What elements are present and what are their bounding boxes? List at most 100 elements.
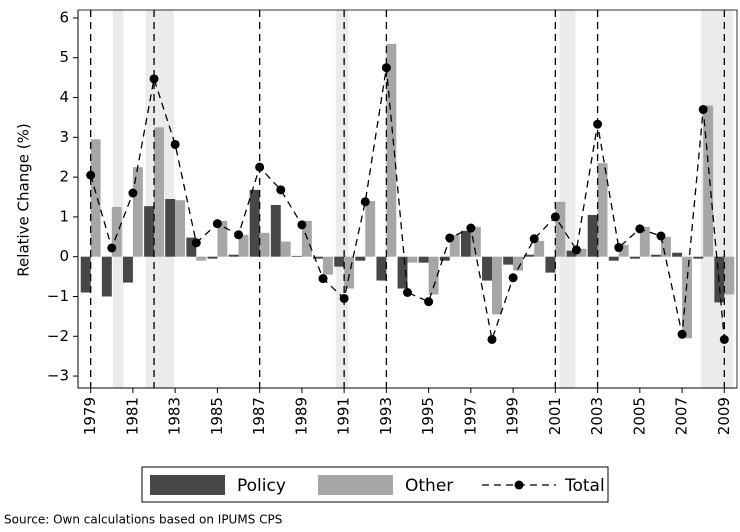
x-tick-label: 2009 xyxy=(715,397,733,435)
bar xyxy=(513,256,524,271)
bar xyxy=(503,256,514,265)
bar xyxy=(313,256,324,259)
x-tick-label: 2001 xyxy=(546,397,564,435)
point xyxy=(508,273,518,283)
bar xyxy=(672,252,683,257)
bar xyxy=(90,139,101,257)
source-note: Source: Own calculations based on IPUMS … xyxy=(4,513,282,527)
point xyxy=(149,74,159,84)
y-tick-label: 4 xyxy=(59,88,69,106)
point xyxy=(445,233,455,243)
y-tick-label: −1 xyxy=(47,287,69,305)
point xyxy=(698,104,708,114)
bar xyxy=(259,232,270,257)
bar xyxy=(228,254,239,257)
point xyxy=(212,219,222,229)
x-tick-label: 1983 xyxy=(166,397,184,435)
bar xyxy=(618,244,629,257)
shaded-region xyxy=(335,10,349,388)
legend-swatch xyxy=(514,480,524,490)
point xyxy=(170,139,180,149)
bar xyxy=(101,256,112,297)
y-tick-label: 3 xyxy=(59,128,69,146)
bar xyxy=(186,237,197,257)
legend-swatch xyxy=(318,475,393,495)
point xyxy=(191,238,201,248)
y-tick-label: −2 xyxy=(47,327,69,345)
bar xyxy=(238,234,249,257)
point xyxy=(487,334,497,344)
bar xyxy=(428,256,439,295)
bar xyxy=(597,163,608,257)
x-tick-label: 1991 xyxy=(335,397,353,435)
point xyxy=(656,231,666,241)
bar xyxy=(386,43,397,257)
shaded-region xyxy=(112,10,124,388)
bar xyxy=(449,234,460,257)
bar xyxy=(365,200,376,257)
bar xyxy=(270,204,281,257)
point xyxy=(635,224,645,234)
point xyxy=(318,274,328,284)
point xyxy=(719,334,729,344)
point xyxy=(571,245,581,255)
y-tick-label: 2 xyxy=(59,168,69,186)
bar xyxy=(534,240,545,257)
bar xyxy=(144,206,155,257)
bar xyxy=(122,256,133,283)
bar xyxy=(111,206,122,257)
bar xyxy=(682,256,693,339)
bar xyxy=(576,248,587,257)
y-tick-label: 5 xyxy=(59,48,69,66)
bar xyxy=(407,256,418,263)
legend-label: Policy xyxy=(237,476,286,496)
point xyxy=(550,212,560,222)
bar xyxy=(196,256,207,261)
bar xyxy=(587,214,598,257)
x-tick-label: 2007 xyxy=(673,397,691,435)
bar xyxy=(376,256,387,281)
bar xyxy=(439,256,450,261)
point xyxy=(403,288,412,298)
point xyxy=(234,230,244,240)
point xyxy=(107,243,117,253)
bar xyxy=(693,256,704,259)
bar xyxy=(639,226,650,257)
bar xyxy=(175,200,186,257)
shaded-region xyxy=(559,10,576,388)
x-tick-label: 2005 xyxy=(630,397,648,435)
bar xyxy=(660,236,671,257)
point xyxy=(128,188,138,198)
legend-label: Total xyxy=(564,476,605,496)
bar xyxy=(545,256,556,273)
y-axis-label: Relative Change (%) xyxy=(15,123,33,276)
bar xyxy=(724,256,735,295)
x-tick-label: 1997 xyxy=(461,397,479,435)
y-tick-label: −3 xyxy=(47,367,69,385)
plot-frame xyxy=(77,9,738,389)
point xyxy=(255,162,265,172)
y-tick-label: 6 xyxy=(59,8,69,26)
bar xyxy=(629,256,640,259)
point xyxy=(86,170,96,180)
x-tick-label: 1981 xyxy=(123,397,141,435)
bar xyxy=(470,226,481,257)
bar xyxy=(344,256,355,289)
bar xyxy=(460,230,471,257)
bar xyxy=(165,199,176,257)
point xyxy=(381,63,391,73)
bar xyxy=(334,256,345,267)
bar xyxy=(651,254,661,257)
bar xyxy=(355,256,366,261)
point xyxy=(360,197,370,207)
point xyxy=(593,119,603,129)
bar xyxy=(491,256,502,315)
x-tick-label: 1985 xyxy=(208,397,226,435)
x-tick-label: 1987 xyxy=(250,397,268,435)
y-tick-label: 0 xyxy=(59,247,69,265)
legend-label: Other xyxy=(405,476,453,496)
x-tick-label: 1989 xyxy=(292,397,310,435)
bar xyxy=(703,105,714,257)
point xyxy=(297,220,307,230)
